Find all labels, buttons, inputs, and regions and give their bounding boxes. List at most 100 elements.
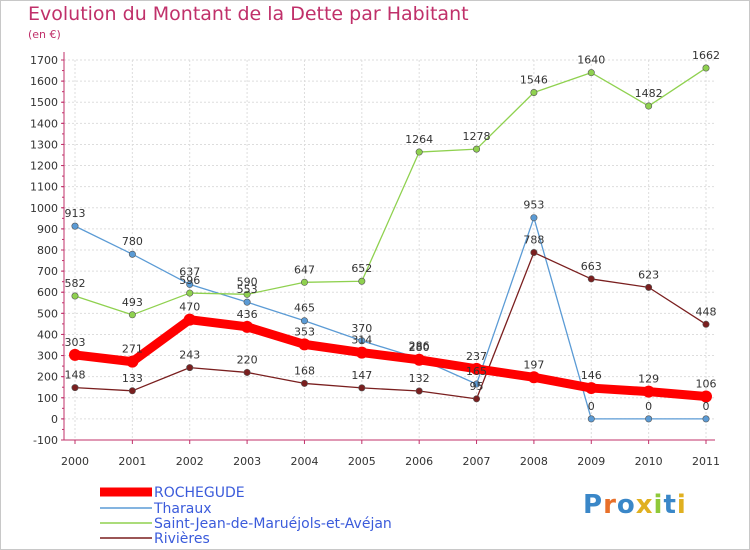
y-tick-label: 1100 xyxy=(30,181,58,194)
data-point xyxy=(473,395,481,403)
data-point xyxy=(69,348,81,361)
legend-label: Rivières xyxy=(154,531,210,547)
logo-letter: i xyxy=(653,490,664,520)
data-label: 0 xyxy=(588,400,595,413)
series-line xyxy=(74,67,707,316)
data-label: 448 xyxy=(696,305,717,318)
y-tick-label: -100 xyxy=(33,434,58,447)
data-label: 147 xyxy=(351,369,372,382)
data-label: 582 xyxy=(65,277,86,290)
legend-label: Saint-Jean-de-Maruéjols-et-Avéjan xyxy=(154,516,392,532)
data-point xyxy=(71,292,79,300)
y-tick-label: 1700 xyxy=(30,54,58,67)
data-label: 148 xyxy=(65,369,86,382)
data-point xyxy=(126,355,139,368)
data-point xyxy=(530,214,538,222)
data-label: 623 xyxy=(638,268,659,281)
x-tick-label: 2007 xyxy=(463,455,491,468)
data-point xyxy=(243,298,251,306)
x-tick-label: 2001 xyxy=(118,455,146,468)
y-tick-label: 100 xyxy=(37,392,58,405)
data-point xyxy=(355,346,368,359)
data-point xyxy=(300,278,308,286)
data-point xyxy=(183,313,196,326)
y-tick-label: 1400 xyxy=(30,117,58,130)
data-label: 0 xyxy=(645,400,652,413)
logo-letter: x xyxy=(635,490,654,520)
data-label: 780 xyxy=(122,235,143,248)
data-label: 493 xyxy=(122,296,143,309)
data-point xyxy=(358,384,366,392)
data-point xyxy=(300,317,308,325)
data-label: 436 xyxy=(237,308,258,321)
y-tick-label: 1200 xyxy=(30,160,58,173)
data-point xyxy=(645,102,653,110)
x-tick-label: 2000 xyxy=(61,455,89,468)
data-label: 637 xyxy=(179,265,200,278)
x-tick-label: 2011 xyxy=(692,455,720,468)
data-point xyxy=(702,64,710,72)
data-point xyxy=(413,353,426,366)
y-tick-label: 0 xyxy=(51,413,58,426)
data-point xyxy=(530,249,538,257)
logo-letter: P xyxy=(583,490,604,520)
data-point xyxy=(128,311,136,319)
logo-letter: t xyxy=(663,490,677,520)
data-label: 1264 xyxy=(405,133,433,146)
y-tick-label: 1600 xyxy=(30,75,58,88)
data-point xyxy=(587,69,595,77)
data-label: 353 xyxy=(294,325,315,338)
y-tick-label: 1500 xyxy=(30,96,58,109)
data-label: 129 xyxy=(638,373,659,386)
x-tick-label: 2009 xyxy=(577,455,605,468)
data-point xyxy=(470,362,483,375)
logo-letter: r xyxy=(603,490,617,520)
data-label: 168 xyxy=(294,364,315,377)
data-label: 1546 xyxy=(520,74,548,87)
data-point xyxy=(243,368,251,376)
data-label: 197 xyxy=(523,358,544,371)
chart-title: Evolution du Montant de la Dette par Hab… xyxy=(28,3,469,25)
data-label: 271 xyxy=(122,343,143,356)
data-point xyxy=(700,390,712,403)
data-label: 243 xyxy=(179,349,200,362)
data-point xyxy=(585,382,598,395)
x-tick-label: 2006 xyxy=(405,455,433,468)
data-label: 95 xyxy=(470,380,484,393)
proxiti-logo: Proxiti xyxy=(583,490,687,520)
data-label: 370 xyxy=(351,322,372,335)
y-tick-label: 500 xyxy=(37,307,58,320)
series-line xyxy=(74,251,707,400)
data-point xyxy=(298,338,311,351)
data-point xyxy=(530,89,538,97)
y-tick-label: 900 xyxy=(37,223,58,236)
data-point xyxy=(473,380,481,388)
data-point xyxy=(587,275,595,283)
data-label: 132 xyxy=(409,372,430,385)
x-tick-label: 2003 xyxy=(233,455,261,468)
data-label: 146 xyxy=(581,369,602,382)
legend-label: ROCHEGUDE xyxy=(154,485,245,501)
data-label: 470 xyxy=(179,301,200,314)
data-point xyxy=(642,385,655,398)
y-tick-label: 1000 xyxy=(30,202,58,215)
data-point xyxy=(527,371,540,384)
chart-unit: (en €) xyxy=(28,28,61,41)
data-point xyxy=(186,280,194,288)
data-point xyxy=(358,277,366,285)
data-point xyxy=(415,387,423,395)
data-label: 133 xyxy=(122,372,143,385)
data-label: 596 xyxy=(179,274,200,287)
x-tick-label: 2008 xyxy=(520,455,548,468)
data-point xyxy=(473,145,481,153)
y-tick-label: 700 xyxy=(37,265,58,278)
data-label: 663 xyxy=(581,260,602,273)
logo-letter: o xyxy=(616,490,636,520)
data-point xyxy=(241,320,254,333)
data-label: 0 xyxy=(703,400,710,413)
y-tick-label: 400 xyxy=(37,328,58,341)
data-label: 286 xyxy=(409,340,430,353)
data-label: 237 xyxy=(466,350,487,363)
data-point xyxy=(587,415,595,423)
data-label: 465 xyxy=(294,302,315,315)
